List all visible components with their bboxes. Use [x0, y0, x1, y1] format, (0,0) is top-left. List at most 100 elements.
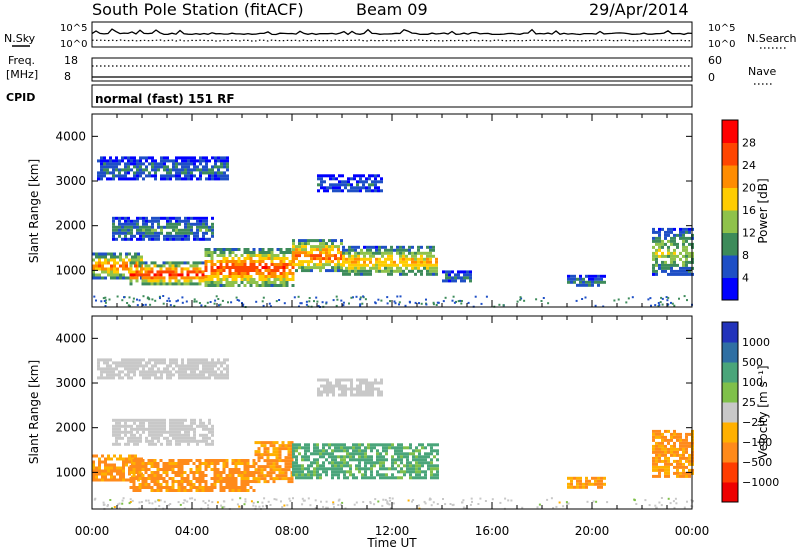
power-echo-cell	[390, 251, 393, 255]
velocity-echo-cell	[184, 367, 187, 371]
velocity-echo-cell	[231, 480, 235, 483]
power-ground-scatter	[283, 302, 286, 305]
power-echo-cell	[124, 177, 127, 181]
velocity-echo-cell	[151, 364, 154, 368]
power-echo-cell	[393, 269, 396, 273]
velocity-echo-cell	[181, 433, 184, 437]
power-ground-scatter	[209, 301, 212, 303]
velocity-echo-cell	[364, 452, 367, 456]
power-ground-scatter	[332, 299, 335, 302]
velocity-echo-cell	[374, 387, 377, 391]
power-echo-cell	[378, 257, 381, 261]
velocity-ground-scatter	[243, 503, 246, 506]
power-echo-cell	[228, 248, 232, 251]
power-echo-cell	[369, 254, 372, 258]
velocity-echo-cell	[109, 376, 112, 380]
power-ylabel: Slant Range [km]	[27, 159, 41, 263]
velocity-echo-cell	[157, 376, 160, 380]
velocity-echo-cell	[391, 455, 394, 459]
velocity-echo-cell	[269, 453, 273, 457]
velocity-echo-cell	[361, 476, 364, 480]
velocity-echo-cell	[655, 456, 658, 460]
velocity-echo-cell	[153, 489, 157, 492]
power-echo-cell	[138, 264, 142, 268]
velocity-echo-cell	[349, 473, 352, 477]
power-echo-cell	[350, 183, 353, 187]
power-echo-cell	[667, 251, 670, 255]
velocity-echo-cell	[135, 459, 139, 462]
velocity-echo-cell	[331, 449, 334, 453]
velocity-ground-scatter	[411, 500, 413, 503]
power-echo-cell	[429, 272, 432, 276]
power-echo-cell	[597, 283, 600, 287]
velocity-echo-cell	[334, 473, 337, 477]
power-echo-cell	[685, 230, 688, 234]
velocity-echo-cell	[685, 474, 688, 478]
velocity-echo-cell	[307, 470, 310, 474]
power-echo-cell	[585, 274, 588, 278]
power-echo-cell	[322, 248, 325, 252]
velocity-echo-cell	[673, 444, 676, 448]
velocity-echo-cell	[350, 387, 353, 391]
velocity-echo-cell	[284, 447, 288, 451]
velocity-echo-cell	[122, 460, 125, 464]
power-echo-cell	[133, 162, 136, 166]
velocity-echo-cell	[141, 462, 145, 465]
velocity-echo-cell	[673, 471, 676, 475]
power-echo-cell	[141, 261, 145, 265]
power-echo-cell	[148, 171, 151, 175]
velocity-echo-cell	[331, 476, 334, 480]
velocity-echo-cell	[213, 480, 217, 483]
colorbar-segment	[722, 462, 738, 483]
velocity-ground-scatter	[606, 501, 609, 504]
power-echo-cell	[144, 273, 148, 277]
power-echo-cell	[211, 156, 214, 160]
power-echo-cell	[288, 251, 292, 254]
power-echo-cell	[332, 177, 335, 181]
power-ground-scatter	[584, 296, 587, 299]
nave-label: Nave	[748, 65, 776, 78]
power-echo-cell	[252, 266, 256, 269]
power-echo-cell	[417, 245, 420, 249]
velocity-echo-cell	[202, 433, 205, 437]
power-echo-cell	[374, 189, 377, 193]
power-echo-cell	[368, 183, 371, 187]
velocity-echo-cell	[266, 456, 270, 460]
power-echo-cell	[92, 276, 95, 280]
velocity-ground-scatter	[373, 503, 376, 506]
velocity-ground-scatter	[314, 499, 317, 502]
power-echo-cell	[334, 269, 337, 273]
velocity-echo-cell	[252, 480, 256, 483]
velocity-ground-scatter	[386, 500, 389, 503]
power-echo-cell	[175, 177, 178, 181]
velocity-echo-cell	[127, 418, 130, 422]
velocity-ground-scatter	[236, 503, 239, 506]
velocity-echo-cell	[190, 376, 193, 380]
power-echo-cell	[225, 281, 229, 284]
velocity-echo-cell	[228, 483, 232, 486]
power-ground-scatter	[425, 298, 427, 301]
power-echo-cell	[676, 245, 679, 249]
velocity-echo-cell	[216, 459, 220, 462]
velocity-echo-cell	[664, 456, 667, 460]
velocity-echo-cell	[246, 480, 250, 483]
velocity-echo-cell	[180, 480, 184, 483]
power-echo-cell	[243, 269, 247, 272]
power-echo-cell	[435, 266, 438, 270]
velocity-echo-cell	[664, 435, 667, 439]
power-echo-cell	[124, 168, 127, 172]
velocity-echo-cell	[107, 478, 110, 482]
velocity-echo-cell	[397, 470, 400, 474]
power-echo-cell	[420, 251, 423, 255]
power-echo-cell	[219, 260, 223, 263]
power-echo-cell	[342, 251, 345, 255]
velocity-ground-scatter	[129, 498, 132, 501]
power-echo-cell	[276, 257, 280, 260]
power-echo-cell	[187, 177, 190, 181]
power-echo-cell	[196, 222, 199, 226]
power-echo-cell	[147, 267, 151, 271]
velocity-echo-cell	[169, 421, 172, 425]
power-echo-cell	[270, 275, 274, 278]
velocity-echo-cell	[157, 430, 160, 434]
